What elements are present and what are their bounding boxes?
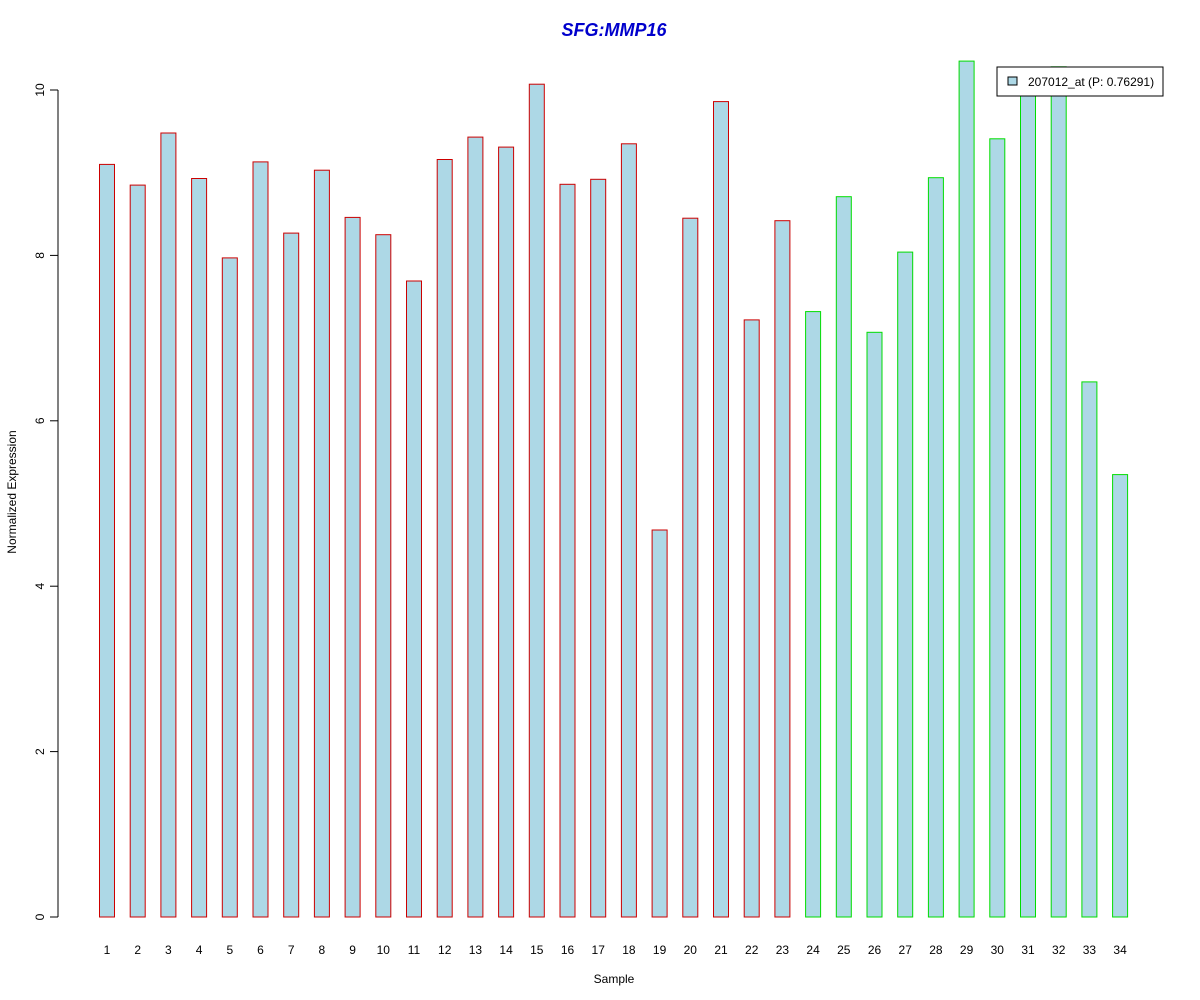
x-tick-label: 31 bbox=[1021, 943, 1035, 957]
x-tick-label: 2 bbox=[134, 943, 141, 957]
bar-sample-25 bbox=[835, 196, 852, 918]
x-tick-label: 16 bbox=[561, 943, 575, 957]
x-tick-label: 20 bbox=[684, 943, 698, 957]
bars bbox=[99, 60, 1129, 918]
bar-sample-11 bbox=[406, 280, 422, 918]
x-axis-label: Sample bbox=[594, 972, 635, 986]
x-tick-labels: 1 2 3 4 5 6 7 8 9 10 11 12 13 14 15 16 17 18 19 20 21 22 23 24 2… bbox=[104, 943, 1127, 957]
bar-sample-27 bbox=[897, 251, 914, 918]
bar-sample-26 bbox=[866, 331, 883, 918]
x-tick-label: 3 bbox=[165, 943, 172, 957]
bar-sample-34 bbox=[1112, 474, 1129, 918]
bar-sample-1 bbox=[99, 163, 115, 918]
x-tick-label: 26 bbox=[868, 943, 882, 957]
bar-sample-14 bbox=[498, 146, 515, 918]
x-tick-label: 5 bbox=[226, 943, 233, 957]
x-tick-label: 7 bbox=[288, 943, 295, 957]
x-tick-label: 18 bbox=[622, 943, 636, 957]
bar-sample-2 bbox=[129, 184, 146, 918]
x-tick-label: 27 bbox=[899, 943, 913, 957]
bar-sample-17 bbox=[590, 178, 607, 918]
bar-sample-19 bbox=[651, 529, 668, 918]
x-tick-label: 29 bbox=[960, 943, 974, 957]
bar-sample-9 bbox=[344, 216, 361, 918]
bar-sample-12 bbox=[436, 159, 453, 918]
x-tick-label: 34 bbox=[1113, 943, 1127, 957]
x-tick-label: 15 bbox=[530, 943, 544, 957]
bar-sample-28 bbox=[927, 177, 944, 918]
x-tick-label: 33 bbox=[1083, 943, 1097, 957]
bar-sample-22 bbox=[743, 319, 760, 918]
bar-sample-30 bbox=[989, 138, 1006, 918]
x-tick-label: 23 bbox=[776, 943, 790, 957]
bar-sample-23 bbox=[774, 220, 791, 918]
bar-sample-5 bbox=[221, 257, 238, 918]
x-tick-label: 22 bbox=[745, 943, 759, 957]
y-axis: 0 2 4 6 8 10 bbox=[33, 83, 59, 920]
bar-sample-29 bbox=[958, 60, 975, 918]
x-tick-label: 28 bbox=[929, 943, 943, 957]
y-tick-label: 4 bbox=[33, 583, 47, 590]
x-tick-label: 11 bbox=[408, 943, 421, 957]
x-tick-label: 24 bbox=[806, 943, 820, 957]
x-tick-label: 32 bbox=[1052, 943, 1066, 957]
bar-sample-6 bbox=[252, 161, 269, 918]
bar-sample-31 bbox=[1020, 92, 1036, 918]
bar-sample-20 bbox=[682, 217, 699, 918]
bar-sample-15 bbox=[528, 83, 545, 918]
y-tick-label: 0 bbox=[33, 913, 47, 920]
bar-sample-10 bbox=[375, 234, 392, 918]
y-tick-label: 10 bbox=[33, 83, 47, 97]
x-tick-label: 14 bbox=[499, 943, 513, 957]
x-tick-label: 17 bbox=[592, 943, 606, 957]
x-tick-label: 4 bbox=[196, 943, 203, 957]
x-tick-label: 30 bbox=[991, 943, 1005, 957]
bar-sample-8 bbox=[313, 169, 330, 918]
bar-sample-4 bbox=[191, 178, 208, 918]
y-axis-label: Normalized Expression bbox=[5, 430, 19, 553]
legend-entry-label: 207012_at (P: 0.76291) bbox=[1028, 75, 1154, 89]
bar-sample-13 bbox=[467, 136, 484, 918]
bar-sample-3 bbox=[160, 132, 177, 918]
bar-sample-7 bbox=[283, 232, 300, 918]
x-tick-label: 13 bbox=[469, 943, 483, 957]
x-tick-label: 6 bbox=[257, 943, 264, 957]
x-tick-label: 21 bbox=[714, 943, 728, 957]
bar-sample-18 bbox=[620, 143, 637, 918]
bar-sample-33 bbox=[1081, 381, 1098, 918]
y-tick-label: 2 bbox=[33, 748, 47, 755]
x-tick-label: 12 bbox=[438, 943, 452, 957]
x-tick-label: 25 bbox=[837, 943, 851, 957]
y-tick-label: 6 bbox=[33, 417, 47, 424]
x-tick-label: 19 bbox=[653, 943, 667, 957]
x-tick-label: 9 bbox=[349, 943, 356, 957]
x-tick-label: 1 bbox=[104, 943, 111, 957]
y-tick-label: 8 bbox=[33, 252, 47, 259]
legend: 207012_at (P: 0.76291) bbox=[996, 66, 1164, 97]
legend-box bbox=[996, 66, 1164, 97]
x-tick-label: 10 bbox=[377, 943, 391, 957]
bar-sample-32 bbox=[1050, 66, 1067, 918]
bar-sample-16 bbox=[559, 183, 576, 918]
bar-sample-21 bbox=[713, 101, 729, 918]
legend-swatch bbox=[1007, 76, 1018, 86]
x-tick-label: 8 bbox=[319, 943, 326, 957]
bar-sample-24 bbox=[805, 311, 822, 918]
chart-title: SFG:MMP16 bbox=[561, 20, 667, 40]
